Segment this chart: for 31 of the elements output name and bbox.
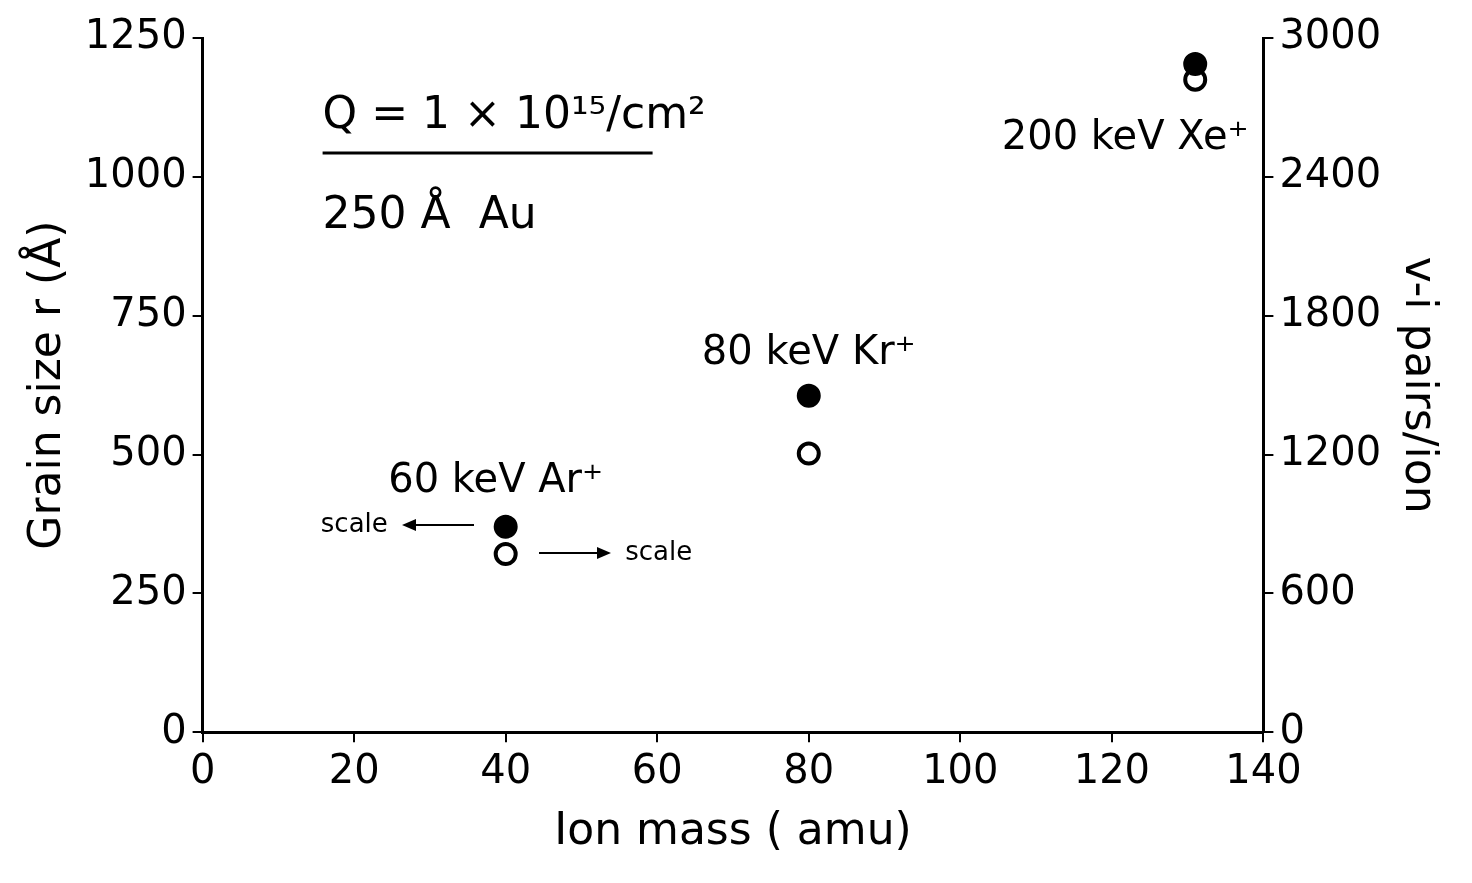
x-tick-label: 20: [328, 745, 380, 792]
y-tick-label: 0: [161, 705, 187, 752]
y-tick-label: 500: [110, 427, 187, 474]
x-tick-label: 0: [189, 745, 216, 792]
annotation: 60 keV Ar⁺: [388, 455, 604, 502]
y-tick-label: 1000: [84, 150, 187, 197]
annotation: scale: [320, 508, 388, 539]
y2-tick-label: 1800: [1279, 289, 1382, 336]
y2-tick-label: 600: [1279, 566, 1356, 613]
y2-tick-label: 2400: [1279, 150, 1382, 197]
y2-axis-title: v-i pairs/ion: [1396, 256, 1448, 514]
annotation: 80 keV Kr⁺: [701, 327, 916, 374]
annotation: 250 Å Au: [322, 186, 537, 238]
y-tick-label: 250: [110, 566, 187, 613]
x-tick-label: 40: [480, 745, 532, 792]
point: [796, 383, 821, 408]
y2-tick-label: 3000: [1279, 11, 1382, 58]
x-tick-label: 100: [922, 745, 999, 792]
point: [1183, 52, 1208, 77]
y-tick-label: 750: [110, 289, 187, 336]
x-tick-label: 80: [783, 745, 835, 792]
point: [493, 514, 518, 539]
x-axis-title: Ion mass ( amu): [554, 803, 912, 855]
y-axis-title: Grain size r (Å): [17, 220, 70, 550]
y-tick-label: 1250: [84, 11, 187, 58]
annotation: Q = 1 × 10¹⁵/cm²: [322, 87, 706, 138]
y2-tick-label: 1200: [1279, 427, 1382, 474]
annotation: scale: [625, 535, 693, 566]
x-tick-label: 60: [631, 745, 683, 792]
x-tick-label: 120: [1073, 745, 1151, 792]
annotation: 200 keV Xe⁺: [1001, 112, 1249, 159]
